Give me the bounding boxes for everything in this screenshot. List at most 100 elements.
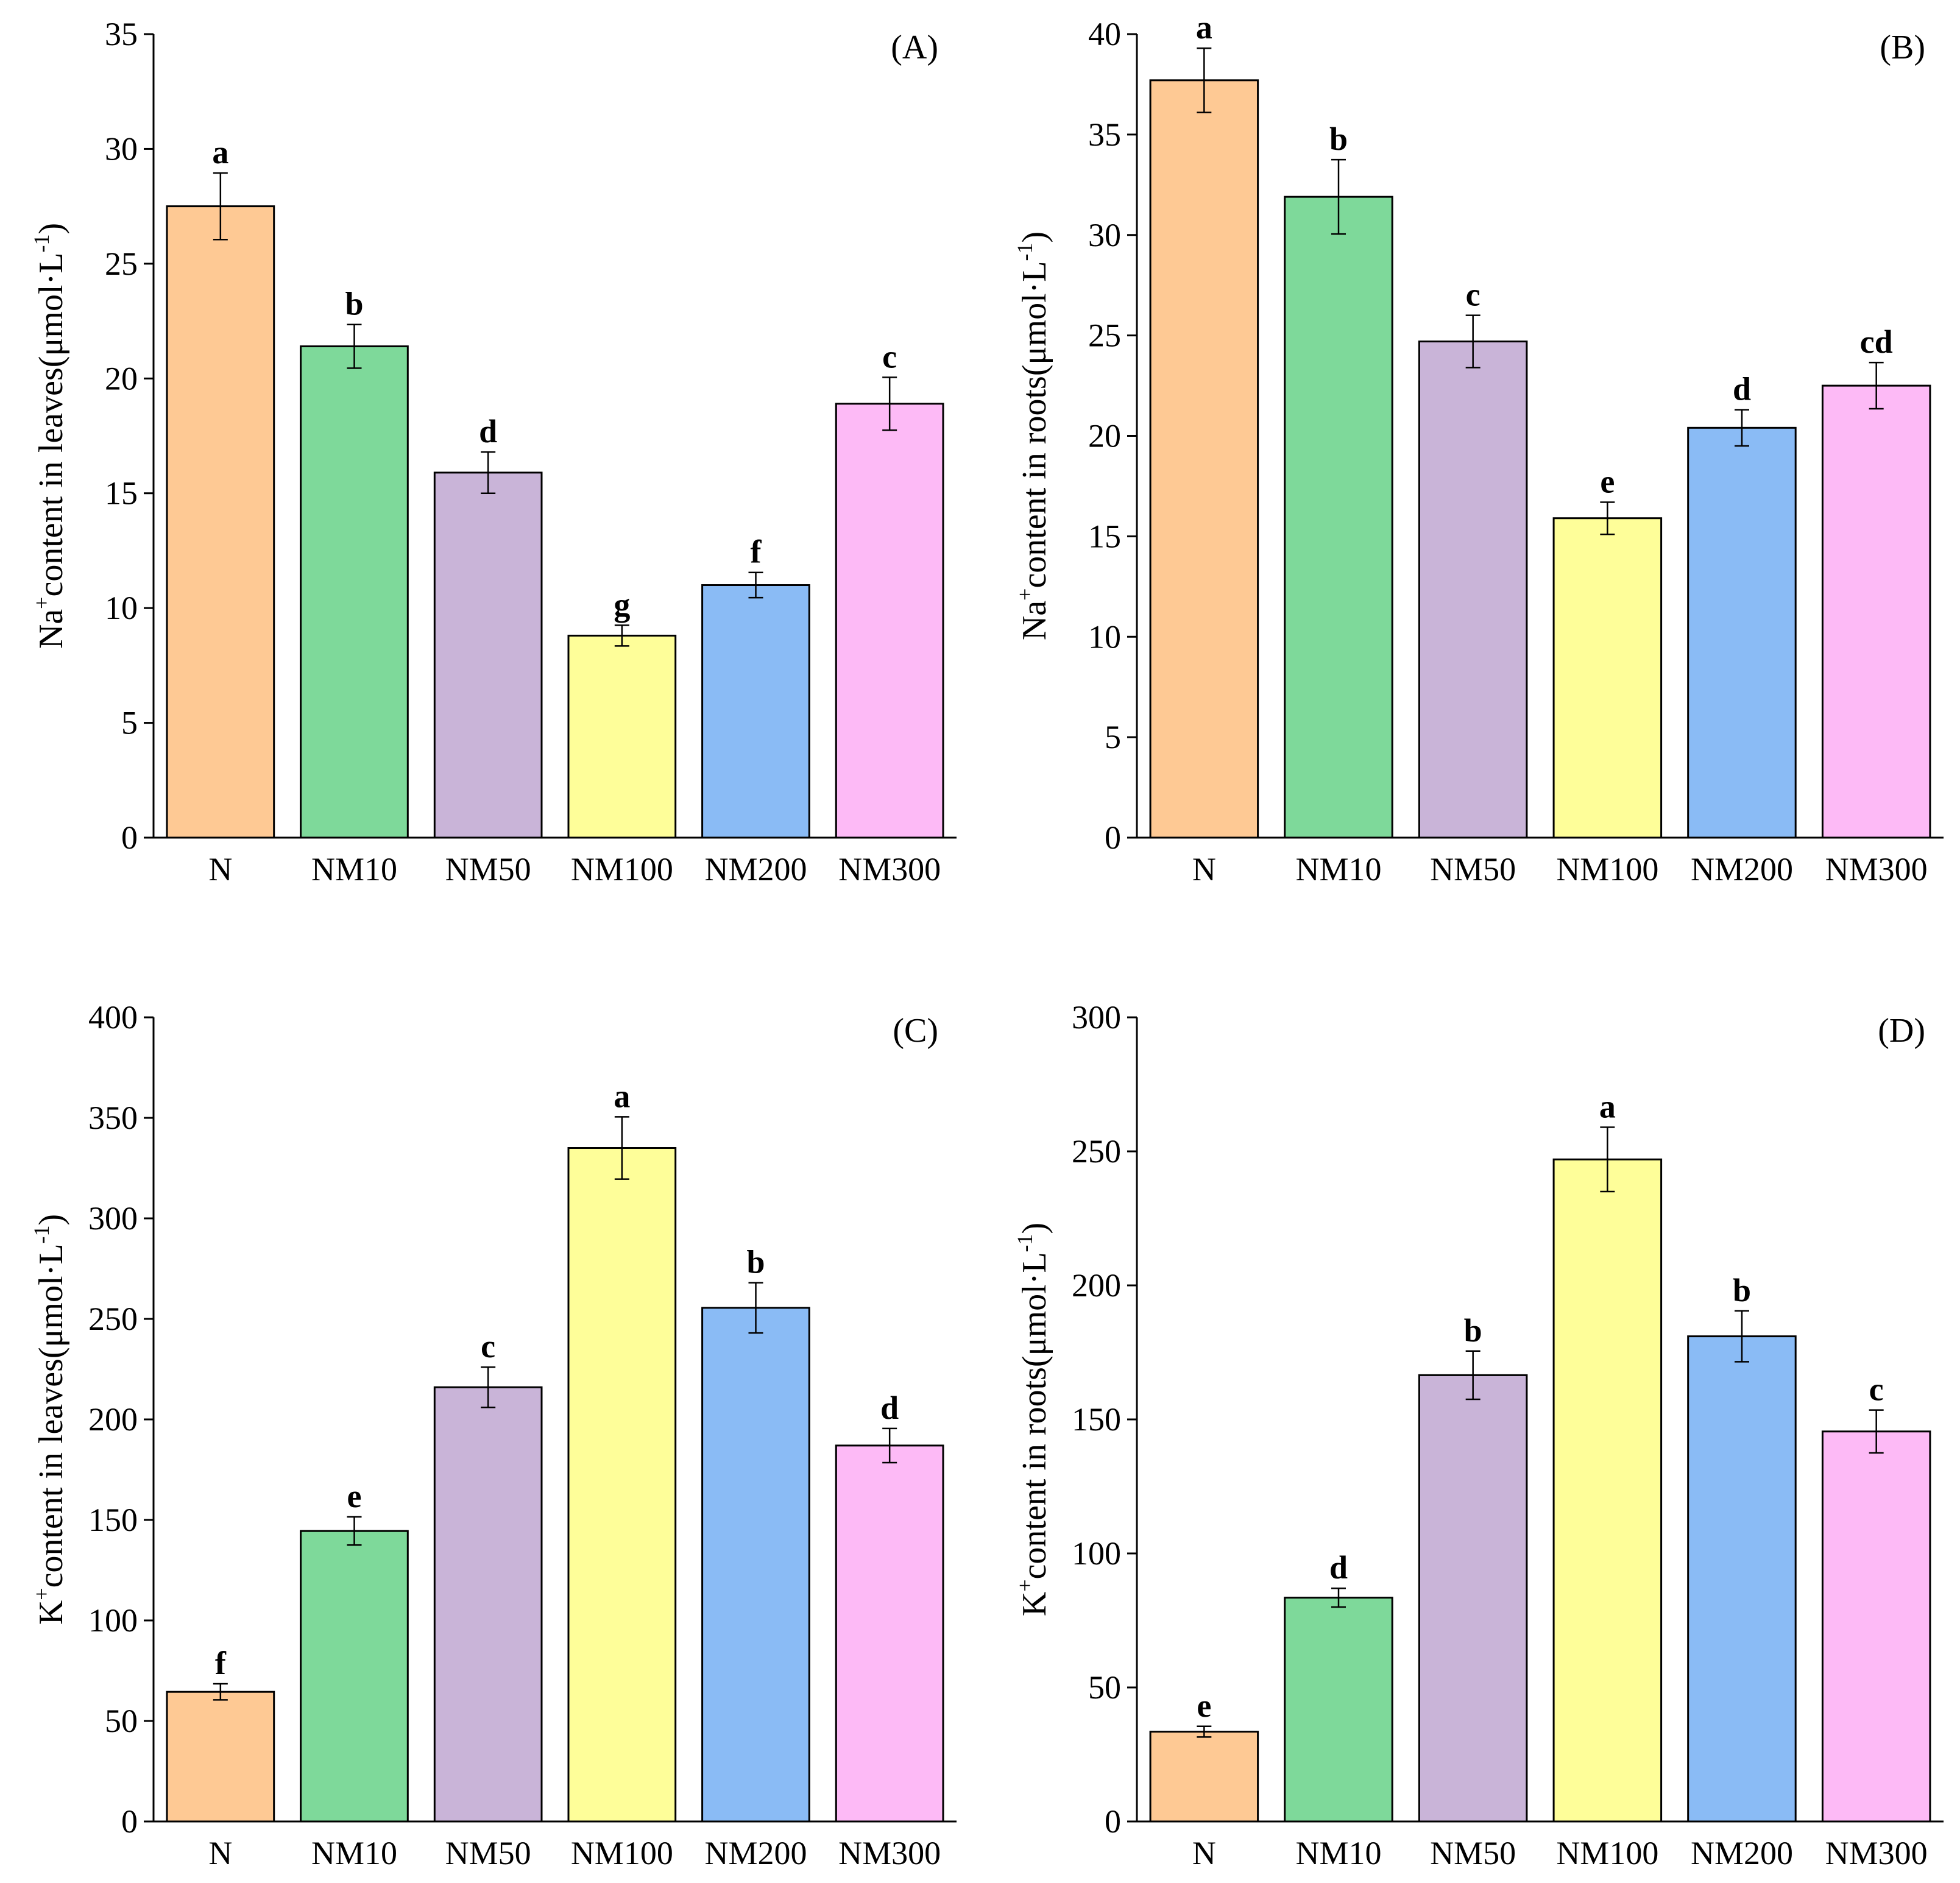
- bar-n: [166, 1690, 275, 1823]
- y-tick-label: 50: [1088, 1669, 1121, 1706]
- significance-letter: d: [1329, 1549, 1348, 1586]
- y-tick-label: 20: [1088, 418, 1121, 454]
- y-tick-label: 30: [105, 130, 138, 167]
- y-tick-label: 250: [1072, 1133, 1121, 1170]
- category-label: NM10: [1295, 851, 1381, 888]
- significance-letter: a: [212, 134, 228, 171]
- significance-letter: g: [614, 586, 630, 623]
- y-tick-label: 15: [1088, 518, 1121, 554]
- y-tick-label: 100: [88, 1602, 138, 1639]
- bar-nm50: [1418, 341, 1528, 839]
- significance-letter: b: [345, 286, 363, 322]
- y-tick-label: 0: [1105, 1803, 1121, 1840]
- category-label: NM50: [445, 851, 531, 888]
- significance-letter: c: [882, 338, 897, 375]
- y-tick-label: 200: [88, 1401, 138, 1438]
- y-tick-label: 35: [1088, 116, 1121, 153]
- panel-label: (D): [1878, 1012, 1925, 1050]
- y-tick-label: 100: [1072, 1535, 1121, 1572]
- bar-nm100: [567, 634, 677, 839]
- significance-letter: b: [1329, 121, 1348, 157]
- bar-nm200: [701, 1307, 810, 1823]
- y-axis-label: Na+content in roots(μmol·L-1): [1013, 231, 1053, 640]
- category-label: NM10: [1295, 1835, 1381, 1871]
- y-axis-label-exponent: -1: [29, 1225, 54, 1243]
- y-axis-label-charge: +: [1013, 588, 1037, 601]
- y-tick-label: 20: [105, 360, 138, 397]
- y-tick-label: 35: [105, 16, 138, 52]
- bar-nm10: [300, 345, 409, 839]
- y-tick-label: 25: [105, 246, 138, 282]
- panel-c: f Ne NM10 c NM50 a NM100 b NM200 d NM300 0 50 100 150 2…: [29, 999, 957, 1871]
- y-tick-label: 150: [1072, 1401, 1121, 1438]
- significance-letter: d: [1733, 371, 1751, 408]
- y-axis-label-text: content in leaves(μmol·L: [32, 253, 70, 597]
- bar-n: [1149, 79, 1259, 839]
- significance-letter: d: [880, 1390, 899, 1426]
- y-axis-label: Na+content in leaves(μmol·L-1): [29, 223, 70, 649]
- significance-letter: f: [215, 1645, 227, 1681]
- category-label: NM300: [1825, 1835, 1928, 1871]
- y-tick-label: 15: [105, 475, 138, 512]
- y-axis-label-exponent: -1: [1013, 243, 1037, 261]
- panel-label: (A): [891, 29, 938, 66]
- significance-letter: c: [481, 1328, 495, 1365]
- y-tick-label: 5: [1105, 719, 1121, 755]
- panel-label: (B): [1880, 29, 1925, 66]
- y-tick-label: 200: [1072, 1267, 1121, 1304]
- category-label: NM300: [838, 1835, 941, 1871]
- y-tick-label: 0: [121, 1803, 138, 1840]
- significance-letter: d: [479, 413, 497, 450]
- significance-letter: f: [751, 534, 762, 570]
- y-axis-label-ion: Na: [1016, 601, 1053, 640]
- y-axis-label-close: ): [1016, 1223, 1053, 1234]
- category-label: N: [1192, 851, 1216, 888]
- y-axis-label-text: content in leaves(μmol·L: [32, 1243, 70, 1588]
- significance-letter: b: [1464, 1312, 1482, 1349]
- y-tick-label: 50: [105, 1703, 138, 1739]
- y-tick-label: 300: [88, 1200, 138, 1237]
- y-tick-label: 30: [1088, 217, 1121, 253]
- significance-letter: e: [347, 1478, 362, 1514]
- significance-letter: a: [614, 1078, 630, 1114]
- category-label: N: [1192, 1835, 1216, 1871]
- significance-letter: c: [1466, 277, 1481, 313]
- bar-nm10: [1284, 1597, 1393, 1823]
- y-axis-label-charge: +: [29, 1588, 54, 1600]
- bar-n: [166, 205, 275, 839]
- bar-nm200: [1687, 1335, 1797, 1823]
- y-axis-label-charge: +: [1013, 1579, 1037, 1591]
- y-axis-label: K+content in leaves(μmol·L-1): [29, 1214, 70, 1625]
- panel-label: (C): [893, 1012, 938, 1050]
- y-axis-label-exponent: -1: [1013, 1234, 1037, 1252]
- y-tick-label: 10: [1088, 618, 1121, 655]
- y-axis-label-exponent: -1: [29, 235, 54, 253]
- significance-letter: a: [1599, 1088, 1616, 1125]
- significance-letter: a: [1196, 9, 1212, 46]
- y-tick-label: 350: [88, 1100, 138, 1136]
- y-tick-label: 300: [1072, 999, 1121, 1036]
- bar-nm300: [835, 403, 944, 839]
- category-label: NM200: [704, 1835, 807, 1871]
- category-label: N: [208, 1835, 232, 1871]
- y-axis-label-ion: K: [1016, 1592, 1053, 1616]
- y-tick-label: 25: [1088, 317, 1121, 354]
- significance-letter: cd: [1860, 323, 1893, 360]
- significance-letter: c: [1869, 1371, 1884, 1408]
- category-label: NM200: [1691, 1835, 1793, 1871]
- category-label: NM50: [1430, 1835, 1516, 1871]
- bar-nm200: [1687, 426, 1797, 839]
- y-tick-label: 10: [105, 590, 138, 626]
- y-tick-label: 150: [88, 1502, 138, 1538]
- panel-d: e Nd NM10 b NM50 a NM100 b NM200 c NM300 0 50 100 150 2…: [1013, 999, 1944, 1871]
- bar-nm300: [1821, 384, 1931, 839]
- significance-letter: b: [746, 1244, 765, 1281]
- y-axis-label-ion: Na: [32, 609, 70, 649]
- y-axis-label-close: ): [1016, 231, 1053, 243]
- category-label: NM100: [1556, 851, 1658, 888]
- y-axis-label-text: content in roots(μmol·L: [1016, 261, 1053, 588]
- y-tick-label: 40: [1088, 16, 1121, 52]
- y-tick-label: 0: [121, 819, 138, 856]
- bar-nm10: [1284, 196, 1393, 839]
